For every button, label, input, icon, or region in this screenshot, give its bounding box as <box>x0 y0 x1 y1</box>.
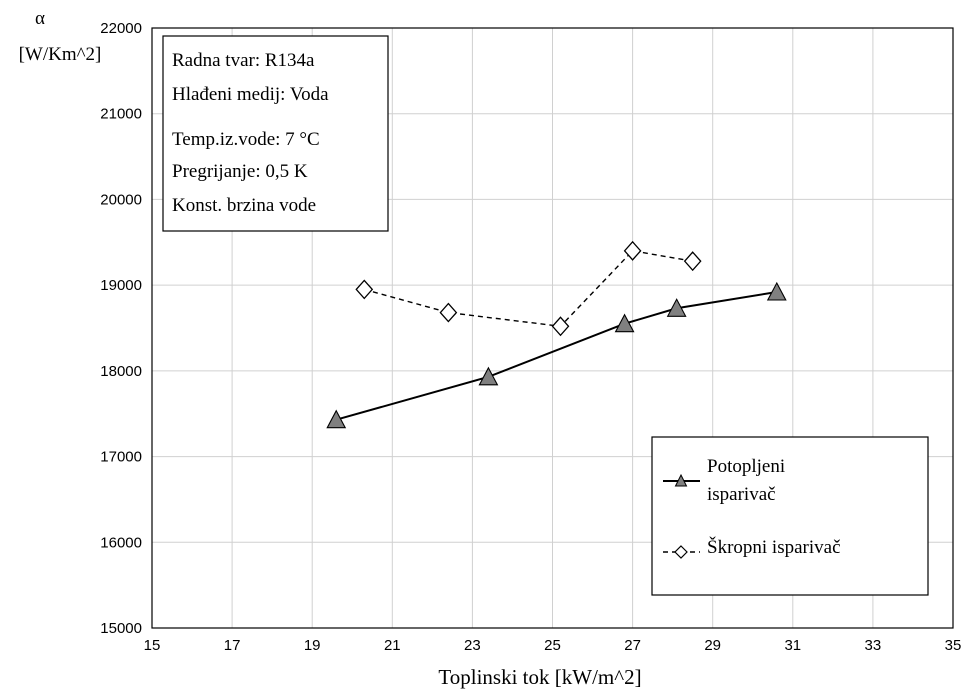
y-tick-label: 22000 <box>100 20 142 37</box>
legend: Potopljeni isparivač Škropni isparivač <box>651 436 929 596</box>
y-tick-label: 17000 <box>100 449 142 466</box>
plot-area-border <box>151 27 954 629</box>
x-tick-label: 19 <box>304 637 321 654</box>
series-line-potopljeni <box>335 291 777 421</box>
x-tick-label: 15 <box>144 637 161 654</box>
series-line-skropni <box>364 250 693 328</box>
x-tick-label: 29 <box>704 637 721 654</box>
data-point-triangle <box>614 313 635 333</box>
data-point-triangle <box>766 281 787 301</box>
x-axis-label: Toplinski tok [kW/m^2] <box>438 665 641 689</box>
legend-label-potopljeni: Potopljeni <box>707 456 785 477</box>
legend-marker-triangle <box>674 473 688 487</box>
data-point-diamond <box>623 240 642 261</box>
info-line: Temp.iz.vode: 7 °C <box>172 129 320 150</box>
info-line: Pregrijanje: 0,5 K <box>172 161 308 182</box>
legend-frame <box>651 436 929 596</box>
data-point-triangle <box>478 366 499 386</box>
x-tick-label: 33 <box>865 637 882 654</box>
y-tick-label: 20000 <box>100 191 142 208</box>
info-box-frame <box>162 35 389 232</box>
data-point-triangle <box>326 409 347 429</box>
y-tick-label: 18000 <box>100 363 142 380</box>
axis-ticks: 15 17 19 21 23 25 27 29 31 33 35 15000 16000 17000 180… <box>100 20 961 654</box>
y-tick-label: 16000 <box>100 534 142 551</box>
x-tick-label: 27 <box>624 637 641 654</box>
y-axis-label: α <box>35 8 45 29</box>
info-line: Radna tvar: R134a <box>172 50 315 71</box>
x-tick-label: 23 <box>464 637 481 654</box>
y-tick-label: 21000 <box>100 106 142 123</box>
x-tick-label: 25 <box>544 637 561 654</box>
y-tick-label: 15000 <box>100 620 142 637</box>
data-point-diamond <box>355 279 374 300</box>
info-box: Radna tvar: R134a Hlađeni medij: Voda Te… <box>162 35 389 232</box>
data-point-diamond <box>551 316 570 337</box>
legend-label-skropni: Škropni isparivač <box>707 536 841 558</box>
y-axis-unit: [W/Km^2] <box>19 44 102 65</box>
info-line: Hlađeni medij: Voda <box>172 84 329 105</box>
y-tick-label: 19000 <box>100 277 142 294</box>
x-tick-label: 31 <box>784 637 801 654</box>
data-point-diamond <box>439 302 458 323</box>
legend-marker-diamond <box>674 545 688 559</box>
series-layer <box>326 240 787 429</box>
legend-label-potopljeni: isparivač <box>707 484 776 505</box>
x-tick-label: 17 <box>224 637 241 654</box>
data-point-diamond <box>683 251 702 272</box>
info-line: Konst. brzina vode <box>172 195 316 216</box>
data-point-triangle <box>666 298 687 317</box>
x-tick-label: 35 <box>945 637 962 654</box>
x-tick-label: 21 <box>384 637 401 654</box>
